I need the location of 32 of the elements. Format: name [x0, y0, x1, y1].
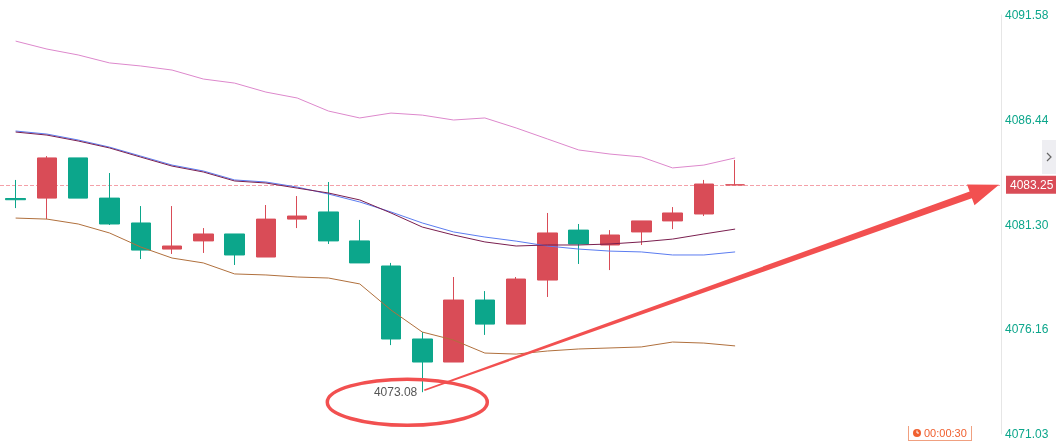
- line-series: [15, 40, 736, 169]
- candlestick: [537, 212, 558, 298]
- candlestick: [443, 276, 464, 363]
- y-tick-label: 4081.30: [1005, 217, 1049, 232]
- candlestick: [224, 233, 245, 266]
- candlestick: [725, 159, 745, 186]
- y-tick-label: 4086.44: [1005, 112, 1049, 127]
- annotation: 4073.08: [373, 385, 418, 400]
- candlestick: [131, 205, 151, 260]
- candlestick: [568, 223, 589, 265]
- candlestick: [37, 155, 57, 220]
- candlestick: [631, 220, 652, 246]
- candlestick: [349, 219, 370, 264]
- candlestick: [68, 157, 88, 199]
- ref-line-label: 4083.25: [1010, 177, 1054, 192]
- candlestick: [318, 181, 339, 245]
- candlestick: [694, 179, 714, 217]
- candlestick: [506, 276, 526, 325]
- candlestick: [662, 206, 683, 230]
- candlestick: [99, 172, 120, 226]
- candlestick: [256, 204, 276, 258]
- text: 00:00:30: [924, 427, 967, 439]
- candlestick: [5, 179, 26, 209]
- candlestick: [287, 195, 307, 229]
- candlestick: [193, 227, 214, 254]
- candlestick: [475, 290, 495, 336]
- candlestick: [381, 262, 401, 346]
- line-series: [15, 217, 736, 355]
- candlestick: [162, 205, 182, 255]
- y-tick-label: 4076.16: [1005, 322, 1049, 337]
- y-tick-label: 4091.58: [1005, 8, 1049, 22]
- y-tick-label: 4071.03: [1005, 427, 1049, 441]
